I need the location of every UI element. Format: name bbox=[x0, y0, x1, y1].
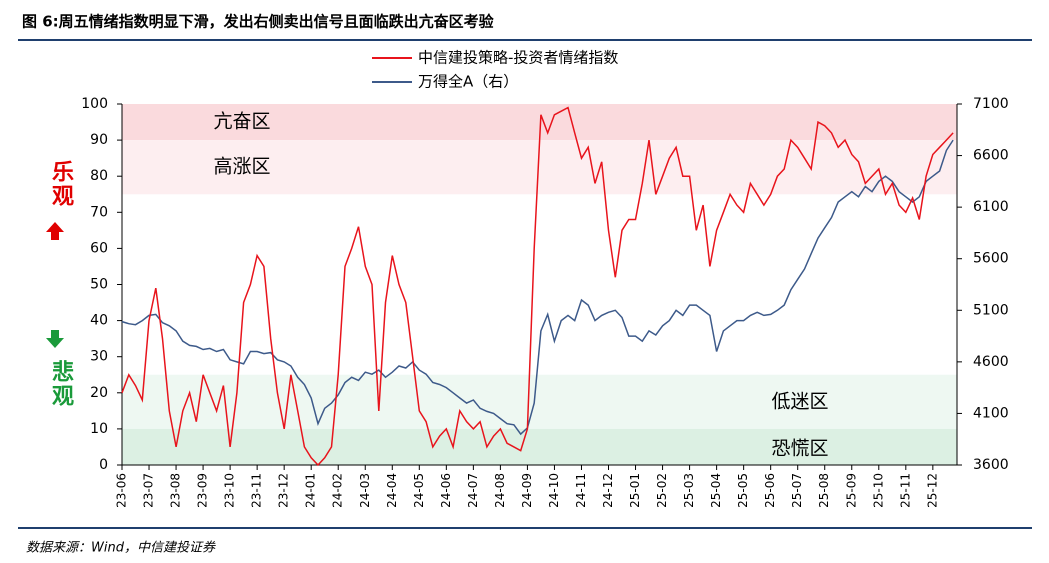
x-tick-label: 24-12 bbox=[601, 473, 615, 508]
down-arrow bbox=[46, 330, 64, 348]
y2-tick-label: 4100 bbox=[973, 405, 1009, 421]
chart-title: 图 6:周五情绪指数明显下滑，发出右侧卖出信号且面临跌出亢奋区考验 bbox=[22, 13, 495, 31]
y2-tick-label: 3600 bbox=[973, 457, 1009, 473]
x-tick-label: 25-09 bbox=[844, 473, 858, 508]
zone-label: 低迷区 bbox=[771, 390, 828, 412]
y2-tick-label: 6100 bbox=[973, 199, 1009, 215]
x-tick-label: 25-12 bbox=[925, 473, 939, 508]
side-label: 悲观 bbox=[48, 360, 73, 408]
series-line bbox=[121, 139, 954, 436]
x-tick-label: 23-06 bbox=[115, 473, 129, 508]
x-tick-label: 23-09 bbox=[196, 473, 210, 508]
zone-band bbox=[122, 428, 957, 465]
x-tick-label: 25-03 bbox=[682, 473, 696, 508]
y2-tick-label: 6600 bbox=[973, 148, 1009, 164]
x-tick-label: 25-06 bbox=[763, 473, 777, 508]
x-tick-label: 24-02 bbox=[331, 473, 345, 508]
x-tick-label: 25-08 bbox=[817, 473, 831, 508]
y-tick-label: 100 bbox=[81, 96, 108, 112]
source: 数据来源：Wind，中信建投证券 bbox=[26, 541, 216, 556]
x-tick-label: 23-08 bbox=[169, 473, 183, 508]
y2-tick-label: 7100 bbox=[973, 96, 1009, 112]
x-tick-label: 25-07 bbox=[790, 473, 804, 508]
zone-band bbox=[122, 374, 957, 429]
series-line bbox=[121, 106, 954, 467]
y-tick-label: 60 bbox=[90, 240, 108, 256]
y2-tick-label: 5600 bbox=[973, 251, 1009, 267]
y-tick-label: 20 bbox=[90, 385, 108, 401]
legend-label: 万得全A（右） bbox=[418, 73, 518, 91]
zone-label: 亢奋区 bbox=[213, 111, 270, 133]
x-tick-label: 24-03 bbox=[358, 473, 372, 508]
y-tick-label: 30 bbox=[90, 349, 108, 365]
x-tick-label: 25-11 bbox=[898, 473, 912, 508]
x-tick-label: 24-08 bbox=[493, 473, 507, 508]
y-tick-label: 40 bbox=[90, 313, 108, 329]
y-tick-label: 10 bbox=[90, 421, 108, 437]
side-label: 乐观 bbox=[48, 160, 73, 208]
y-tick-label: 50 bbox=[90, 277, 108, 293]
x-tick-label: 25-05 bbox=[736, 473, 750, 508]
y-tick-label: 80 bbox=[90, 168, 108, 184]
x-tick-label: 24-11 bbox=[574, 473, 588, 508]
x-tick-label: 25-10 bbox=[871, 473, 885, 508]
up-arrow bbox=[46, 222, 64, 240]
x-tick-label: 24-05 bbox=[412, 473, 426, 508]
x-tick-label: 23-07 bbox=[142, 473, 156, 508]
x-tick-label: 24-10 bbox=[547, 473, 561, 508]
x-tick-label: 24-04 bbox=[385, 473, 399, 508]
y-tick-label: 0 bbox=[99, 457, 108, 473]
legend-label: 中信建投策略-投资者情绪指数 bbox=[418, 49, 618, 67]
y-tick-label: 70 bbox=[90, 204, 108, 220]
y2-tick-label: 5100 bbox=[973, 302, 1009, 318]
x-tick-label: 24-01 bbox=[304, 473, 318, 508]
y-tick-label: 90 bbox=[90, 132, 108, 148]
x-tick-label: 25-04 bbox=[709, 473, 723, 508]
y2-tick-label: 4600 bbox=[973, 354, 1009, 370]
x-tick-label: 24-09 bbox=[520, 473, 534, 508]
x-tick-label: 25-02 bbox=[655, 473, 669, 508]
x-tick-label: 23-11 bbox=[250, 473, 264, 508]
zone-label: 恐慌区 bbox=[771, 437, 828, 459]
zone-label: 高涨区 bbox=[213, 156, 270, 178]
x-tick-label: 23-10 bbox=[223, 473, 237, 508]
x-tick-label: 24-06 bbox=[439, 473, 453, 508]
x-tick-label: 25-01 bbox=[628, 473, 642, 508]
x-tick-label: 23-12 bbox=[277, 473, 291, 508]
x-tick-label: 24-07 bbox=[466, 473, 480, 508]
